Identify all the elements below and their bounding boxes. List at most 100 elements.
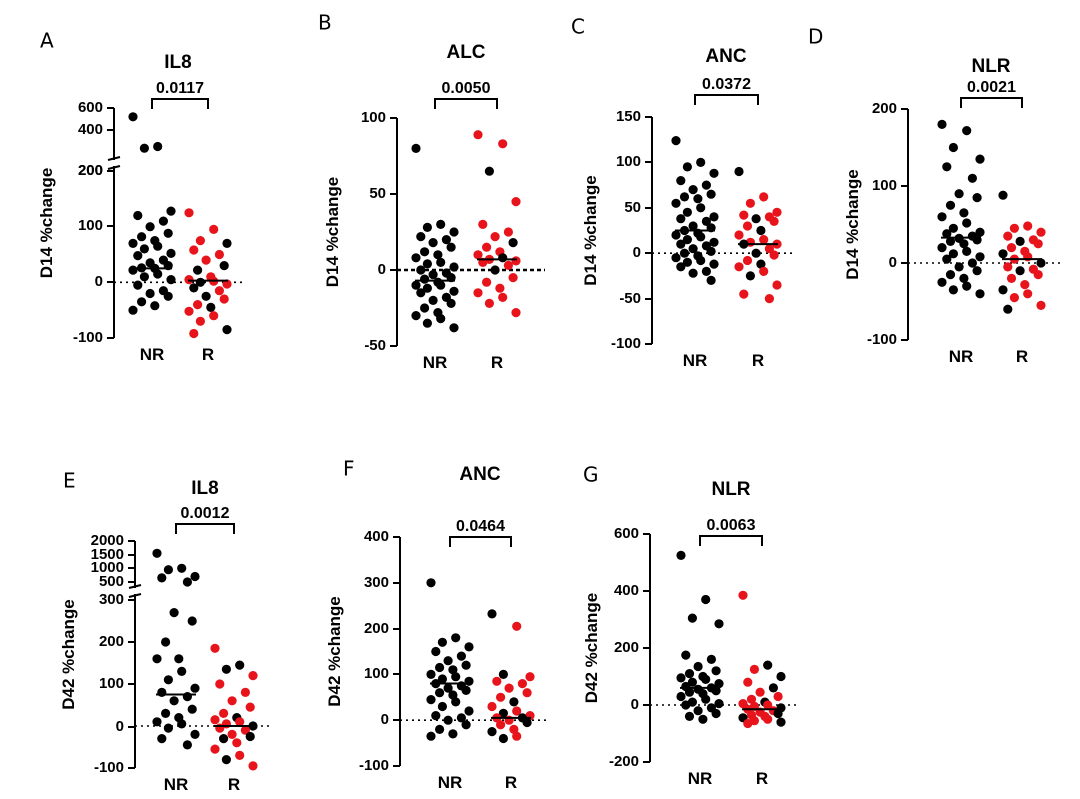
data-point-nr (436, 314, 446, 324)
data-point-nr (416, 288, 426, 298)
data-point-nr (182, 692, 192, 702)
y-tick-label: 100 (361, 109, 386, 126)
data-point-r (525, 672, 535, 682)
data-point-nr (420, 274, 430, 284)
panel-label: F (343, 457, 355, 481)
data-point-nr (682, 257, 693, 267)
data-point-r (1003, 304, 1013, 314)
data-point-nr (426, 695, 436, 705)
data-point-r (487, 727, 497, 737)
data-point-nr (449, 262, 459, 272)
data-point-nr (139, 272, 149, 282)
data-point-r (773, 708, 783, 719)
data-point-nr (461, 685, 471, 696)
data-point-nr (436, 257, 446, 267)
data-point-nr (174, 654, 184, 664)
data-point-r (769, 250, 779, 260)
data-point-nr (431, 646, 441, 657)
data-point-nr (133, 210, 143, 221)
data-point-nr (422, 318, 432, 328)
category-label-r: R (756, 769, 768, 788)
data-point-nr (163, 291, 173, 301)
data-point-nr (166, 275, 176, 285)
data-point-nr (671, 198, 681, 208)
category-label-nr: NR (423, 353, 448, 372)
data-point-nr (975, 154, 985, 164)
data-point-r (221, 755, 231, 765)
y-tick-label: 1500 (91, 546, 124, 563)
data-point-r (210, 715, 220, 725)
data-point-r (498, 669, 508, 680)
data-point-r (751, 248, 761, 258)
data-point-nr (714, 679, 724, 689)
data-point-nr (411, 311, 421, 321)
data-point-r (498, 733, 508, 744)
category-label-nr: NR (164, 775, 189, 794)
data-point-nr (187, 616, 197, 626)
data-point-r (768, 683, 779, 693)
y-tick-label: 400 (614, 582, 639, 599)
data-point-r (227, 729, 237, 740)
data-point-nr (449, 323, 459, 333)
data-point-nr (448, 729, 458, 739)
y-tick-label: 50 (624, 199, 641, 216)
data-point-nr (152, 717, 162, 727)
data-point-r (998, 190, 1008, 200)
data-point-r (498, 708, 508, 718)
y-tick-label: -100 (867, 331, 897, 348)
data-point-nr (177, 666, 187, 677)
chart-title: IL8 (164, 52, 191, 73)
data-point-r (745, 271, 756, 281)
data-point-r (503, 227, 513, 237)
data-point-r (195, 236, 205, 246)
y-axis-label: D14 %change (581, 175, 600, 286)
data-point-r (508, 238, 518, 248)
data-point-nr (461, 660, 471, 670)
category-label-nr: NR (438, 773, 463, 792)
data-point-nr (962, 126, 972, 136)
data-point-nr (701, 216, 712, 226)
data-point-nr (972, 266, 982, 276)
data-point-nr (166, 206, 176, 216)
y-tick-label: 300 (99, 591, 124, 608)
data-point-r (742, 255, 753, 266)
significance-bracket (699, 535, 763, 546)
data-point-nr (693, 706, 703, 716)
data-point-nr (448, 690, 458, 700)
data-point-nr (187, 704, 197, 714)
data-point-nr (428, 270, 438, 280)
data-point-nr (451, 633, 461, 643)
data-point-nr (150, 301, 160, 311)
data-point-nr (709, 212, 719, 222)
axis-break-mark (107, 156, 121, 161)
data-point-nr (443, 715, 453, 725)
chart-title: NLR (711, 479, 750, 500)
panel-label: E (63, 469, 76, 493)
data-point-r (743, 718, 753, 729)
chart-title: NLR (971, 56, 1010, 77)
axis-break-mark (128, 584, 142, 589)
data-point-nr (163, 565, 173, 575)
data-point-nr (446, 242, 456, 252)
data-point-nr (420, 303, 430, 313)
data-point-r (773, 691, 783, 702)
data-point-r (1020, 280, 1030, 290)
data-point-nr (945, 270, 956, 280)
data-point-nr (676, 673, 686, 683)
data-point-r (214, 249, 224, 260)
data-point-r (734, 230, 744, 240)
data-point-r (1006, 273, 1017, 283)
data-point-r (738, 590, 748, 600)
data-point-nr (959, 208, 969, 218)
data-point-nr (693, 661, 703, 672)
data-point-nr (446, 298, 456, 308)
data-point-nr (687, 613, 698, 623)
data-point-nr (145, 222, 155, 232)
data-point-nr (161, 708, 171, 719)
data-point-nr (158, 216, 168, 226)
data-point-nr (449, 227, 459, 237)
data-point-r (484, 166, 494, 176)
data-point-nr (435, 724, 445, 735)
data-point-r (478, 219, 488, 229)
